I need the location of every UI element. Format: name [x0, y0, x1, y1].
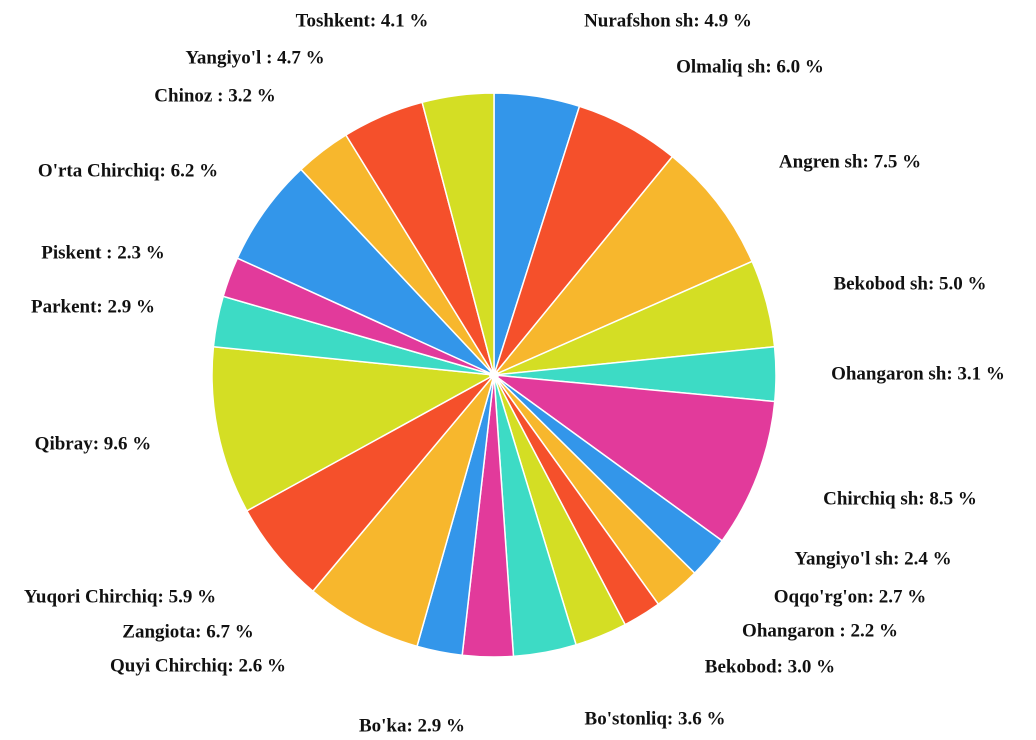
slice-label: Yuqori Chirchiq: 5.9 %: [24, 586, 216, 607]
slice-label: Nurafshon sh: 4.9 %: [584, 10, 752, 31]
pie-slice: [421, 92, 495, 376]
slice-label: Olmaliq sh: 6.0 %: [676, 56, 824, 77]
pie-slice: [311, 374, 495, 648]
slice-label: Toshkent: 4.1 %: [296, 10, 429, 31]
slice-label: Chinoz : 3.2 %: [154, 85, 275, 106]
slice-label: Yangiyo'l sh: 2.4 %: [794, 548, 951, 569]
slice-label: Bo'stonliq: 3.6 %: [585, 708, 726, 729]
slice-label: Bo'ka: 2.9 %: [359, 715, 465, 736]
slice-label: Qibray: 9.6 %: [35, 433, 152, 454]
pie-slice: [491, 373, 776, 542]
pie-slice: [493, 155, 754, 376]
slice-label: Bekobod sh: 5.0 %: [833, 273, 986, 294]
slice-label: Ohangaron sh: 3.1 %: [831, 363, 1005, 384]
pie-slice: [211, 345, 497, 512]
slice-label: Chirchiq sh: 8.5 %: [823, 488, 977, 509]
slice-label: Piskent : 2.3 %: [41, 242, 165, 263]
slice-label: Yangiyo'l : 4.7 %: [185, 47, 324, 68]
slice-label: Bekobod: 3.0 %: [705, 656, 835, 677]
slice-label: Quyi Chirchiq: 2.6 %: [110, 655, 286, 676]
center-dot: [489, 370, 499, 380]
slice-label: O'rta Chirchiq: 6.2 %: [38, 160, 218, 181]
slice-label: Parkent: 2.9 %: [31, 296, 155, 317]
slice-label: Oqqo'rg'on: 2.7 %: [774, 586, 927, 607]
slice-label: Zangiota: 6.7 %: [122, 621, 253, 642]
slice-label: Ohangaron : 2.2 %: [742, 620, 898, 641]
slice-label: Angren sh: 7.5 %: [779, 151, 921, 172]
